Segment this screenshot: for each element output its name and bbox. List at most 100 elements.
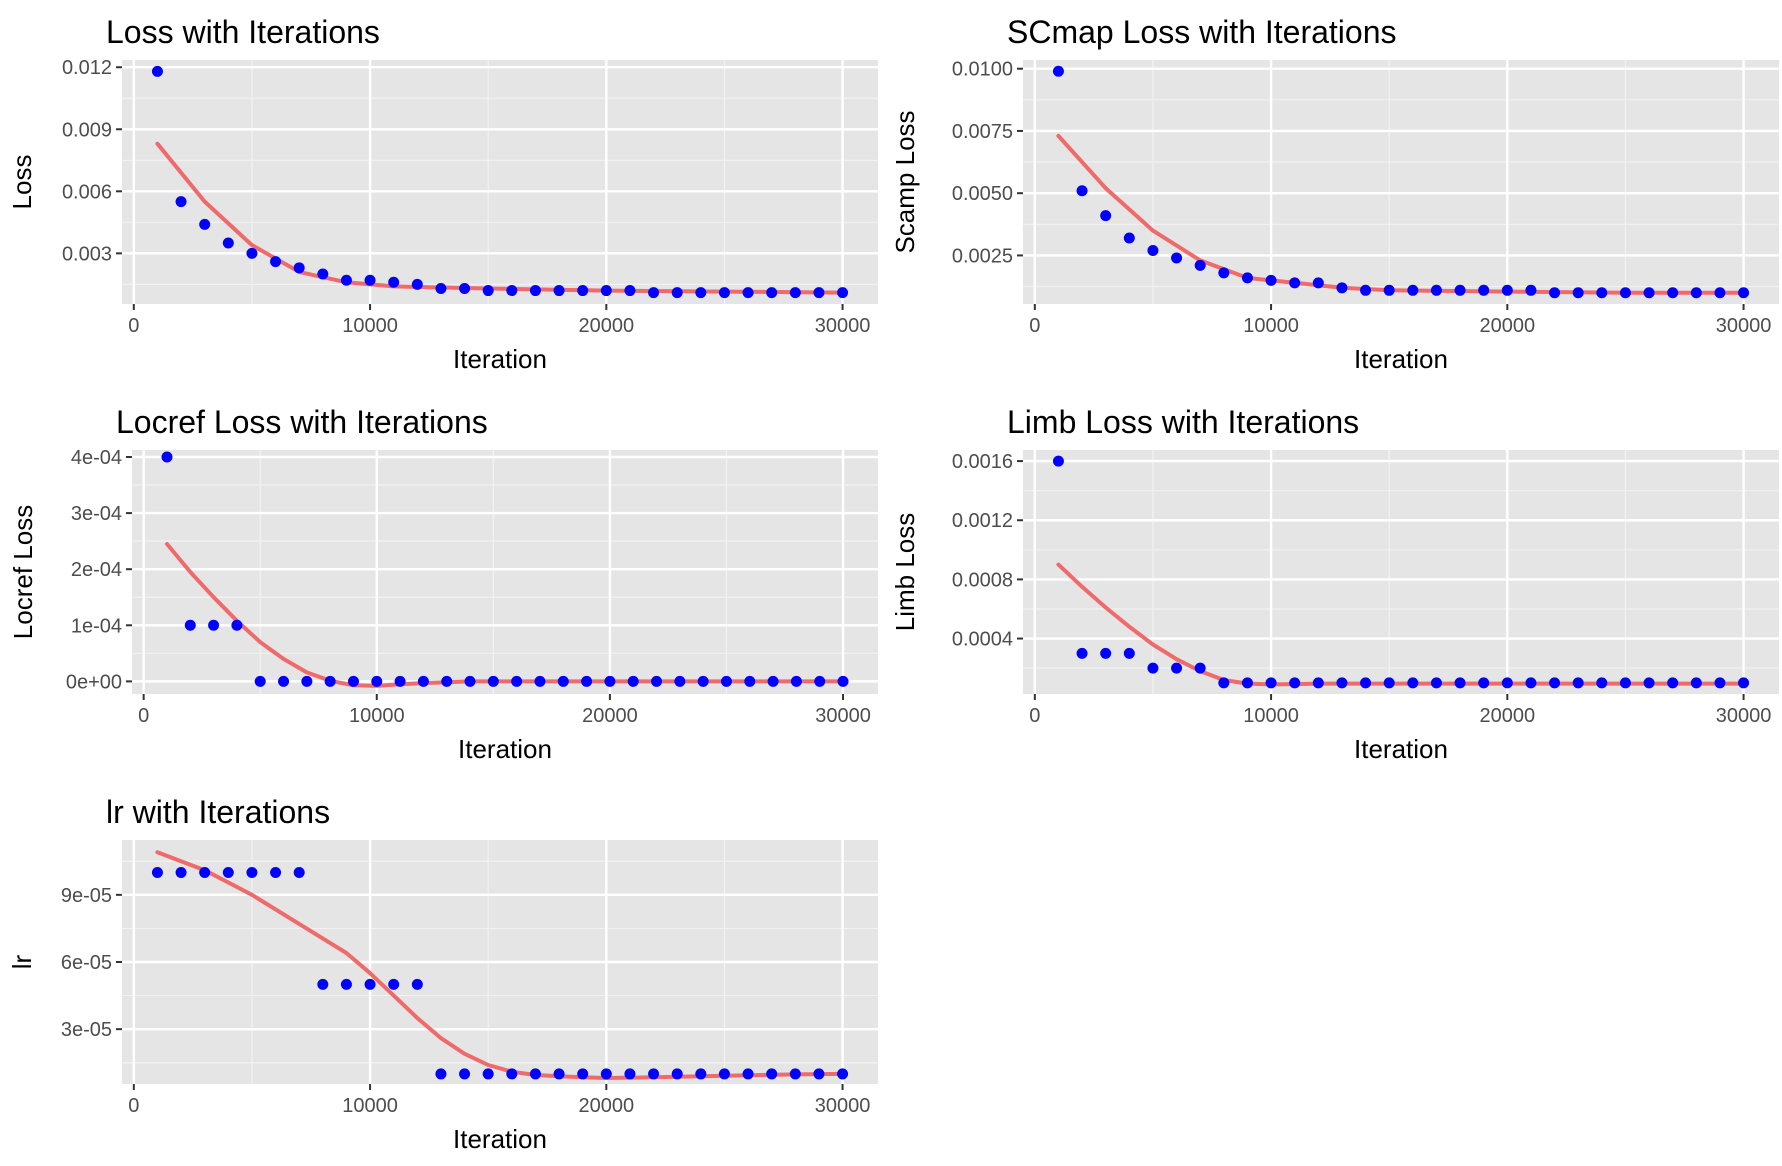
x-tick-label: 0 bbox=[138, 705, 149, 727]
data-point bbox=[718, 287, 730, 299]
data-point bbox=[1619, 287, 1631, 299]
data-point bbox=[506, 285, 518, 297]
x-tick-label: 0 bbox=[1029, 315, 1040, 337]
data-point bbox=[744, 675, 756, 687]
data-point bbox=[718, 1068, 730, 1080]
x-tick-label: 30000 bbox=[815, 705, 871, 727]
data-point bbox=[577, 285, 589, 297]
data-point bbox=[671, 287, 683, 299]
data-point bbox=[1572, 677, 1584, 689]
y-axis-label: Scamp Loss bbox=[890, 110, 920, 253]
data-point bbox=[1265, 677, 1277, 689]
x-tick-label: 20000 bbox=[579, 315, 635, 337]
data-point bbox=[324, 675, 336, 687]
data-point bbox=[388, 276, 400, 288]
data-point bbox=[441, 675, 453, 687]
data-point bbox=[1241, 272, 1253, 284]
data-point bbox=[534, 675, 546, 687]
y-tick-label: 0.0100 bbox=[952, 59, 1013, 81]
data-point bbox=[1501, 284, 1513, 296]
data-point bbox=[1525, 677, 1537, 689]
data-point bbox=[837, 675, 849, 687]
data-point bbox=[671, 1068, 683, 1080]
data-point bbox=[1454, 284, 1466, 296]
data-point bbox=[231, 619, 243, 631]
data-point bbox=[151, 65, 163, 77]
x-tick-label: 10000 bbox=[1243, 705, 1299, 727]
data-point bbox=[695, 1068, 707, 1080]
panel-title: Limb Loss with Iterations bbox=[1007, 404, 1359, 440]
data-point bbox=[651, 675, 663, 687]
data-point bbox=[340, 978, 352, 990]
y-tick-label: 2e-04 bbox=[71, 559, 122, 581]
y-axis-label: Loss bbox=[7, 155, 37, 210]
data-point bbox=[1619, 677, 1631, 689]
data-point bbox=[766, 287, 778, 299]
data-point bbox=[789, 1068, 801, 1080]
data-point bbox=[1690, 677, 1702, 689]
data-point bbox=[1336, 282, 1348, 294]
data-point bbox=[1100, 210, 1112, 222]
data-point bbox=[506, 1068, 518, 1080]
data-point bbox=[1454, 677, 1466, 689]
panel-title: SCmap Loss with Iterations bbox=[1007, 14, 1397, 50]
y-tick-label: 0.0050 bbox=[952, 183, 1013, 205]
data-point bbox=[766, 1068, 778, 1080]
data-point bbox=[1289, 677, 1301, 689]
data-point bbox=[246, 247, 258, 259]
data-point bbox=[697, 675, 709, 687]
data-point bbox=[1714, 677, 1726, 689]
data-point bbox=[1312, 277, 1324, 289]
data-point bbox=[1430, 284, 1442, 296]
x-tick-label: 20000 bbox=[1480, 315, 1536, 337]
y-tick-label: 4e-04 bbox=[71, 447, 122, 469]
data-point bbox=[340, 274, 352, 286]
data-point bbox=[482, 1068, 494, 1080]
data-point bbox=[1478, 677, 1490, 689]
data-point bbox=[417, 675, 429, 687]
data-point bbox=[648, 287, 660, 299]
data-point bbox=[1194, 259, 1206, 271]
data-point bbox=[624, 285, 636, 297]
data-point bbox=[553, 1068, 565, 1080]
data-point bbox=[1123, 232, 1135, 244]
data-point bbox=[270, 256, 282, 268]
data-point bbox=[1383, 677, 1395, 689]
data-point bbox=[627, 675, 639, 687]
data-point bbox=[1501, 677, 1513, 689]
x-axis-label: Iteration bbox=[1354, 344, 1448, 374]
data-point bbox=[208, 619, 220, 631]
data-point bbox=[270, 866, 282, 878]
data-point bbox=[695, 287, 707, 299]
panel-title: Locref Loss with Iterations bbox=[116, 404, 488, 440]
data-point bbox=[742, 287, 754, 299]
data-point bbox=[1052, 455, 1064, 467]
data-point bbox=[1738, 677, 1750, 689]
data-point bbox=[1147, 244, 1159, 256]
panel-title: lr with Iterations bbox=[106, 794, 330, 830]
x-tick-label: 10000 bbox=[342, 315, 398, 337]
data-point bbox=[1667, 287, 1679, 299]
smooth-line bbox=[1056, 562, 1746, 687]
data-point bbox=[1123, 647, 1135, 659]
smooth-line bbox=[155, 850, 845, 1080]
data-point bbox=[1596, 677, 1608, 689]
x-tick-label: 30000 bbox=[815, 1095, 871, 1117]
y-tick-label: 9e-05 bbox=[61, 885, 112, 907]
y-tick-label: 0.0012 bbox=[952, 510, 1013, 532]
x-axis-label: Iteration bbox=[453, 1124, 547, 1154]
data-point bbox=[254, 675, 266, 687]
data-point bbox=[790, 675, 802, 687]
data-point bbox=[553, 285, 565, 297]
y-tick-label: 3e-05 bbox=[61, 1019, 112, 1041]
x-tick-label: 0 bbox=[128, 1095, 139, 1117]
data-point bbox=[1171, 662, 1183, 674]
y-tick-label: 3e-04 bbox=[71, 503, 122, 525]
data-point bbox=[293, 262, 305, 274]
y-axis-label: Locref Loss bbox=[8, 505, 38, 639]
x-tick-label: 10000 bbox=[1243, 315, 1299, 337]
data-point bbox=[388, 978, 400, 990]
y-tick-label: 0.012 bbox=[62, 57, 112, 79]
y-tick-label: 0.003 bbox=[62, 243, 112, 265]
